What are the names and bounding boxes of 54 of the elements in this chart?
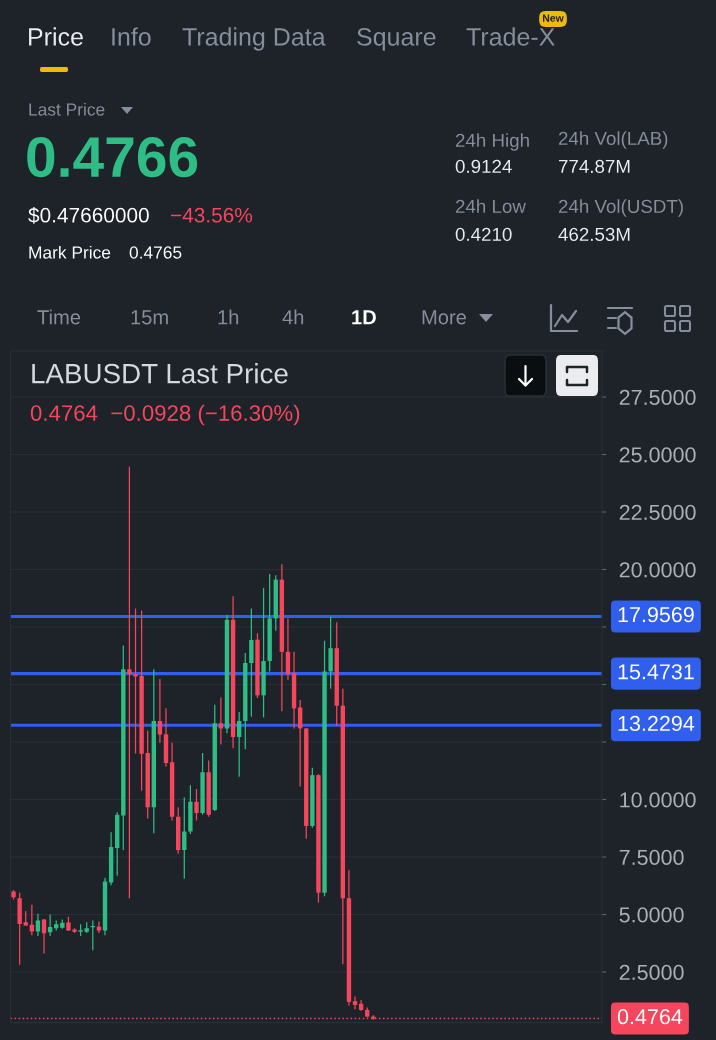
y-tick-label: 25.0000 (619, 447, 696, 463)
text: 1D (352, 310, 376, 325)
y-tick-label: 2.5000 (619, 964, 684, 981)
text: 24h Vol(LAB) (558, 131, 668, 149)
candlestick (236, 711, 242, 778)
ref-line-label: 17.9569 (618, 607, 694, 623)
candlestick (35, 913, 41, 937)
y-tick-label: 20.0000 (619, 562, 696, 578)
text: 0.4766 (27, 136, 198, 178)
candlestick (297, 699, 303, 788)
y-tick-label: 5.0000 (619, 907, 684, 923)
text: 15m (131, 310, 168, 325)
text: Last Price (29, 102, 105, 116)
text: More (422, 310, 466, 325)
candlestick (218, 696, 224, 746)
text: Info (112, 27, 151, 46)
text: Trade-X (466, 27, 555, 46)
chart-title: LABUSDT Last Price (32, 363, 288, 384)
text: −43.56% (171, 207, 253, 223)
text: 24h Vol(USDT) (558, 199, 683, 217)
text: New (542, 14, 564, 22)
text: Price (29, 27, 83, 46)
text: 0.9124 (455, 159, 512, 174)
candlestick (182, 796, 187, 880)
text: 0.4764 −0.0928 (−16.30%) (30, 404, 300, 426)
candlestick (249, 607, 254, 718)
text: 24h High (455, 133, 529, 151)
ref-line-label: 0.4764 (617, 1009, 683, 1025)
candlestick (29, 904, 35, 936)
y-tick-label: 22.5000 (619, 504, 696, 521)
text: 1h (218, 309, 239, 325)
text: 774.87M (558, 159, 630, 174)
ref-line-label: 13.2294 (618, 715, 695, 731)
candlestick (352, 995, 358, 1010)
y-tick-label: 27.5000 (619, 389, 696, 406)
candlestick (96, 920, 102, 934)
candlestick (328, 616, 333, 690)
text: Time (37, 309, 81, 325)
ref-line-label: 15.4731 (618, 664, 694, 680)
text: 24h Low (455, 199, 526, 214)
text: 0.4210 (455, 227, 512, 242)
text: 4h (282, 309, 304, 325)
candlestick (127, 466, 132, 899)
text: 462.53M (558, 227, 630, 242)
text: Square (357, 28, 436, 51)
text: 0.4765 (129, 246, 182, 259)
candlestick (285, 617, 291, 681)
candlestick (194, 788, 199, 822)
y-tick-label: 10.0000 (620, 792, 696, 808)
text: $0.47660000 (28, 206, 149, 224)
y-tick-label: 7.5000 (619, 849, 684, 866)
text: Trading Data (182, 27, 326, 51)
candlestick (133, 607, 138, 755)
text: Mark Price (29, 245, 111, 259)
